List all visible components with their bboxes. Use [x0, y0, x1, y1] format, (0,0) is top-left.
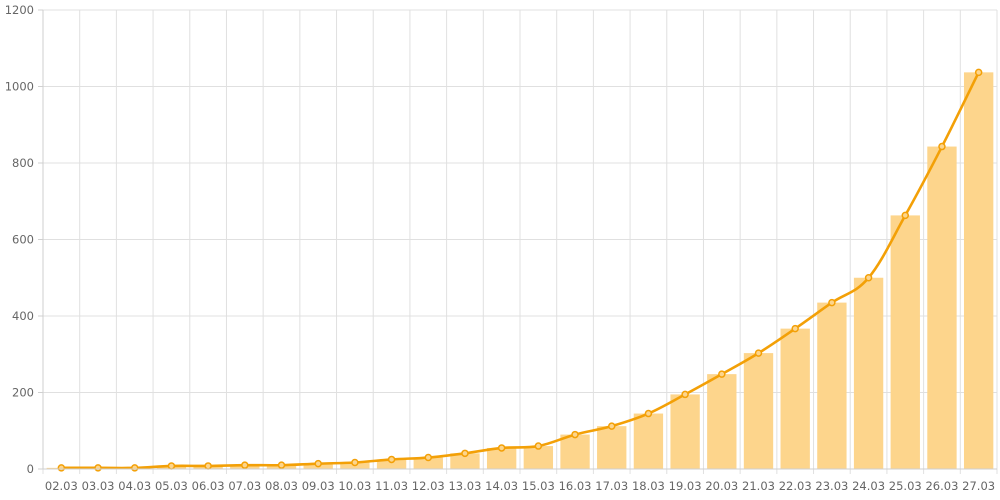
bar-16.03	[560, 434, 590, 469]
line-point-24.03	[864, 274, 873, 282]
x-tick-label: 11.03	[375, 479, 408, 493]
line-point-11.03	[387, 455, 396, 464]
y-tick-label: 600	[12, 233, 34, 247]
bar-26.03	[927, 146, 957, 470]
grid	[42, 9, 998, 474]
trend-line	[60, 71, 980, 470]
line-point-22.03	[791, 324, 799, 333]
x-tick-label: 02.03	[45, 479, 78, 493]
x-tick-label: 19.03	[669, 479, 702, 493]
y-tick-label: 0	[27, 462, 34, 476]
bar-14.03	[486, 447, 517, 469]
y-tick-label: 1200	[5, 3, 34, 17]
bar-12.03	[413, 457, 443, 469]
line-series	[57, 68, 983, 472]
line-point-21.03	[754, 349, 763, 357]
y-tick-label: 200	[12, 386, 34, 400]
line-point-17.03	[607, 422, 616, 430]
line-point-04.03	[130, 464, 139, 472]
y-tick-label: 1000	[5, 80, 34, 94]
bar-22.03	[780, 328, 810, 469]
line-point-06.03	[204, 462, 212, 470]
line-point-26.03	[938, 142, 946, 151]
bar-21.03	[743, 353, 774, 469]
x-tick-label: 21.03	[742, 479, 775, 493]
line-point-12.03	[424, 453, 433, 462]
bar-25.03	[890, 215, 920, 469]
line-point-03.03	[94, 464, 102, 472]
y-tick-label: 400	[12, 309, 34, 323]
y-tick-label: 800	[12, 156, 34, 170]
bar-17.03	[597, 426, 627, 469]
line-point-23.03	[828, 298, 836, 307]
line-point-02.03	[57, 464, 66, 472]
x-tick-label: 25.03	[889, 479, 922, 493]
line-point-10.03	[351, 458, 359, 467]
x-tick-label: 24.03	[852, 479, 885, 493]
x-tick-label: 09.03	[302, 479, 335, 493]
x-tick-label: 07.03	[228, 479, 261, 493]
bar-19.03	[670, 394, 700, 469]
bar-18.03	[633, 413, 664, 469]
axes	[38, 9, 997, 470]
line-point-27.03	[974, 68, 983, 77]
x-tick-label: 10.03	[338, 479, 371, 493]
x-tick-label: 23.03	[815, 479, 848, 493]
x-tick-label: 27.03	[962, 479, 995, 493]
bar-20.03	[707, 374, 737, 469]
x-tick-label: 04.03	[118, 479, 151, 493]
x-tick-label: 22.03	[779, 479, 812, 493]
x-tick-label: 03.03	[82, 479, 115, 493]
x-tick-label: 18.03	[632, 479, 665, 493]
bar-series	[46, 72, 994, 470]
line-point-14.03	[497, 444, 506, 452]
line-point-15.03	[534, 442, 543, 450]
x-tick-label: 06.03	[192, 479, 225, 493]
x-tick-label: 17.03	[595, 479, 628, 493]
bar-27.03	[963, 72, 994, 469]
x-tick-label: 16.03	[559, 479, 592, 493]
x-tick-label: 05.03	[155, 479, 188, 493]
line-point-07.03	[241, 461, 249, 469]
x-tick-label: 12.03	[412, 479, 445, 493]
x-tick-label: 15.03	[522, 479, 555, 493]
line-point-20.03	[718, 370, 726, 378]
line-point-18.03	[644, 409, 653, 418]
line-point-05.03	[167, 462, 176, 470]
x-tick-label: 08.03	[265, 479, 298, 493]
line-point-16.03	[571, 430, 579, 439]
x-tick-label: 13.03	[448, 479, 481, 493]
line-point-19.03	[681, 390, 689, 399]
line-point-25.03	[901, 211, 910, 220]
tick-labels: 0 200 400 600 800 1000 1200 02.03 03.03 04.03 05.0…	[5, 3, 995, 493]
bar-13.03	[450, 453, 480, 469]
x-tick-label: 14.03	[485, 479, 518, 493]
line-point-13.03	[461, 449, 469, 458]
x-tick-label: 20.03	[705, 479, 738, 493]
x-tick-label: 26.03	[925, 479, 958, 493]
bar-23.03	[817, 302, 847, 469]
bar-15.03	[523, 446, 554, 469]
bar-24.03	[853, 277, 884, 469]
bar-11.03	[376, 459, 407, 469]
line-point-08.03	[277, 461, 286, 469]
line-point-09.03	[314, 459, 322, 468]
